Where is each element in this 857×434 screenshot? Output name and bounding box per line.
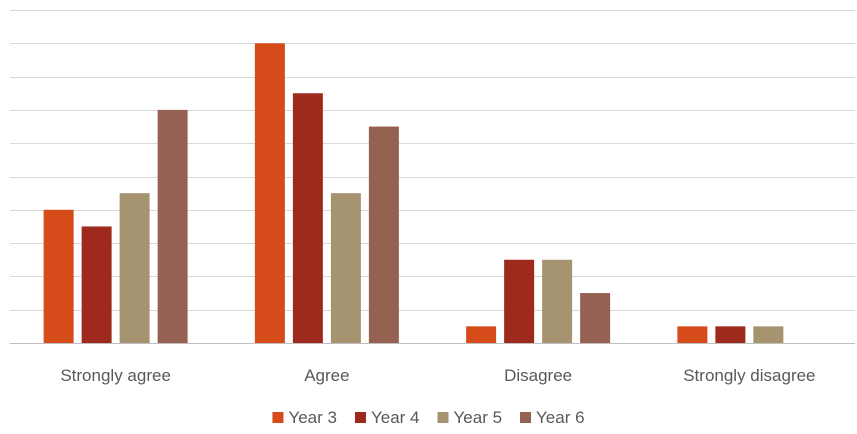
bar-year-5-strongly-agree: [119, 193, 150, 343]
legend-label: Year 3: [288, 408, 337, 427]
legend-label: Year 5: [454, 408, 503, 427]
bar-year-4-strongly-disagree: [715, 326, 746, 343]
legend-item: Year 4: [354, 408, 420, 427]
legend-swatch: [272, 412, 284, 423]
legend: Year 3 Year 4 Year 5 Year 6: [272, 408, 585, 427]
legend-label: Year 4: [371, 408, 420, 427]
legend-swatch: [354, 412, 366, 423]
legend-item: Year 3: [272, 408, 337, 427]
bar-year-4-agree: [292, 93, 323, 343]
category-labels: Strongly agree Agree Disagree Strongly disa…: [60, 366, 815, 385]
bar-year-3-disagree: [466, 326, 497, 343]
bar-year-4-strongly-agree: [81, 226, 112, 343]
bar-year-6-strongly-agree: [157, 109, 188, 344]
legend-label: Year 6: [536, 408, 585, 427]
bars: [43, 43, 784, 344]
category-label: Disagree: [504, 366, 572, 385]
bar-year-5-disagree: [542, 259, 573, 343]
bar-year-3-agree: [254, 43, 285, 344]
legend-swatch: [437, 412, 449, 423]
bar-year-4-disagree: [504, 259, 535, 343]
bar-year-5-strongly-disagree: [753, 326, 784, 343]
gridlines: [10, 10, 855, 344]
legend-item: Year 6: [520, 408, 585, 427]
category-label: Agree: [304, 366, 349, 385]
bar-year-6-agree: [368, 126, 399, 343]
bar-year-6-disagree: [580, 293, 611, 343]
category-label: Strongly disagree: [683, 366, 815, 385]
category-label: Strongly agree: [60, 366, 171, 385]
bar-year-5-agree: [330, 193, 361, 343]
bar-year-3-strongly-disagree: [677, 326, 708, 343]
legend-swatch: [520, 412, 532, 423]
legend-item: Year 5: [437, 408, 503, 427]
bar-year-3-strongly-agree: [43, 209, 74, 343]
